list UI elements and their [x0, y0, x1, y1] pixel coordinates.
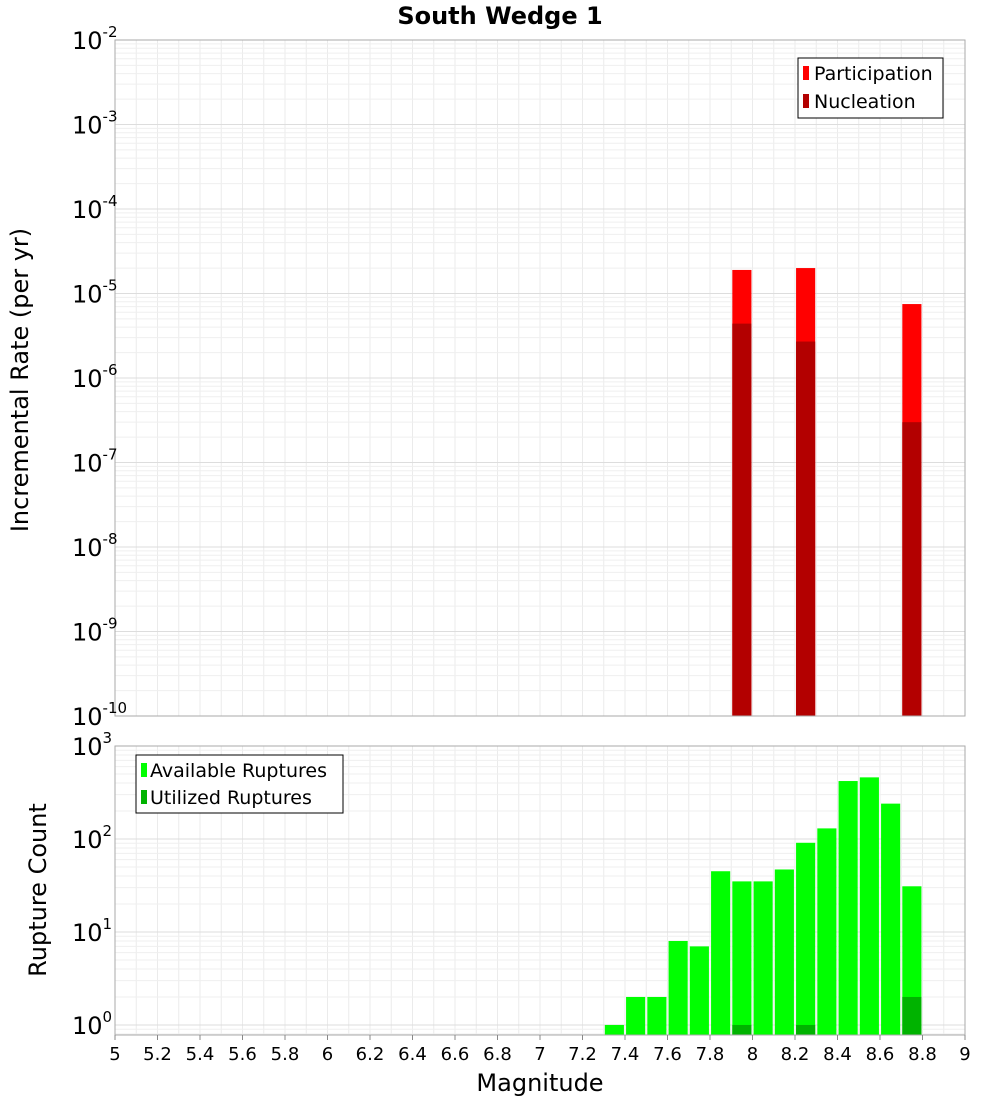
- y-tick-label: 103: [72, 729, 112, 761]
- legend-label-utilized: Utilized Ruptures: [150, 787, 312, 809]
- x-tick-label: 8.6: [866, 1044, 895, 1065]
- top-legend: Participation Nucleation: [797, 57, 944, 119]
- bar-secondary: [902, 996, 922, 1035]
- x-tick-label: 8.4: [823, 1044, 852, 1065]
- x-tick-label: 6: [322, 1044, 333, 1065]
- legend-label-nucleation: Nucleation: [814, 91, 916, 113]
- x-tick-label: 6.2: [356, 1044, 385, 1065]
- bottom-legend: Available Ruptures Utilized Ruptures: [135, 754, 344, 814]
- x-tick-label: 8: [747, 1044, 758, 1065]
- y-tick-label: 10-5: [72, 277, 118, 309]
- y-tick-label: 101: [72, 915, 112, 947]
- bar-primary: [796, 842, 816, 1035]
- x-tick-label: 7: [534, 1044, 545, 1065]
- x-tick-label: 7.4: [611, 1044, 640, 1065]
- x-tick-label: 8.8: [908, 1044, 937, 1065]
- x-tick-label: 5.2: [143, 1044, 172, 1065]
- x-axis-ticks: 5 5.2 5.4 5.6 5.8 6 6.2 6.4 6.6 6.8 7 7.2 7.4 7.6 7.8 8…: [109, 1035, 971, 1065]
- y-tick-label: 10-10: [72, 699, 127, 731]
- x-tick-label: 6.4: [398, 1044, 427, 1065]
- x-axis-label: Magnitude: [476, 1069, 603, 1097]
- bottom-plot-bars: [604, 777, 922, 1035]
- bar-primary: [626, 996, 646, 1035]
- bar-secondary: [732, 1024, 752, 1035]
- x-tick-label: 8.2: [781, 1044, 810, 1065]
- top-y-ticks: 10-10 10-9 10-8 10-7 10-6 10-5 10-4 10-3 10-2: [72, 23, 127, 731]
- y-tick-label: 10-3: [72, 108, 118, 140]
- x-tick-label: 7.6: [653, 1044, 682, 1065]
- legend-swatch-nucleation: [803, 94, 809, 108]
- x-tick-label: 6.6: [441, 1044, 470, 1065]
- x-tick-label: 7.8: [696, 1044, 725, 1065]
- bar-primary: [859, 777, 879, 1035]
- legend-swatch-participation: [803, 66, 809, 80]
- x-tick-label: 5.6: [228, 1044, 257, 1065]
- bar-secondary: [902, 422, 922, 716]
- x-tick-label: 5: [109, 1044, 120, 1065]
- x-tick-label: 9: [959, 1044, 970, 1065]
- chart-title: South Wedge 1: [397, 2, 602, 30]
- bar-primary: [838, 781, 858, 1035]
- bar-primary: [881, 803, 901, 1035]
- legend-swatch-utilized: [141, 790, 147, 804]
- bar-primary: [711, 871, 731, 1035]
- top-y-axis-label: Incremental Rate (per yr): [6, 228, 34, 532]
- y-tick-label: 102: [72, 822, 112, 854]
- x-tick-label: 6.8: [483, 1044, 512, 1065]
- top-plot-bars: [732, 268, 922, 716]
- y-tick-label: 10-2: [72, 23, 118, 55]
- bar-primary: [647, 996, 667, 1035]
- x-tick-label: 7.2: [568, 1044, 597, 1065]
- bar-primary: [689, 946, 709, 1035]
- y-tick-label: 10-9: [72, 615, 118, 647]
- top-plot-grid: [114, 39, 966, 717]
- bottom-y-axis-label: Rupture Count: [24, 803, 52, 977]
- legend-label-available: Available Ruptures: [150, 760, 327, 782]
- y-tick-label: 10-4: [72, 192, 118, 224]
- y-tick-label: 10-8: [72, 530, 118, 562]
- y-tick-label: 10-6: [72, 361, 118, 393]
- bottom-y-ticks: 100 101 102 103: [72, 729, 112, 1040]
- bar-primary: [774, 869, 794, 1035]
- bar-primary: [817, 828, 837, 1035]
- bar-primary: [604, 1024, 624, 1035]
- bar-secondary: [796, 341, 816, 716]
- bar-secondary: [796, 1024, 816, 1035]
- top-plot-frame: [114, 39, 966, 717]
- bar-primary: [732, 881, 752, 1035]
- x-tick-label: 5.8: [271, 1044, 300, 1065]
- bar-secondary: [732, 323, 752, 716]
- x-tick-label: 5.4: [186, 1044, 215, 1065]
- bar-primary: [668, 940, 688, 1035]
- bar-primary: [753, 881, 773, 1035]
- legend-label-participation: Participation: [814, 63, 933, 85]
- legend-swatch-available: [141, 763, 147, 777]
- y-tick-label: 10-7: [72, 446, 118, 478]
- y-tick-label: 100: [72, 1008, 112, 1040]
